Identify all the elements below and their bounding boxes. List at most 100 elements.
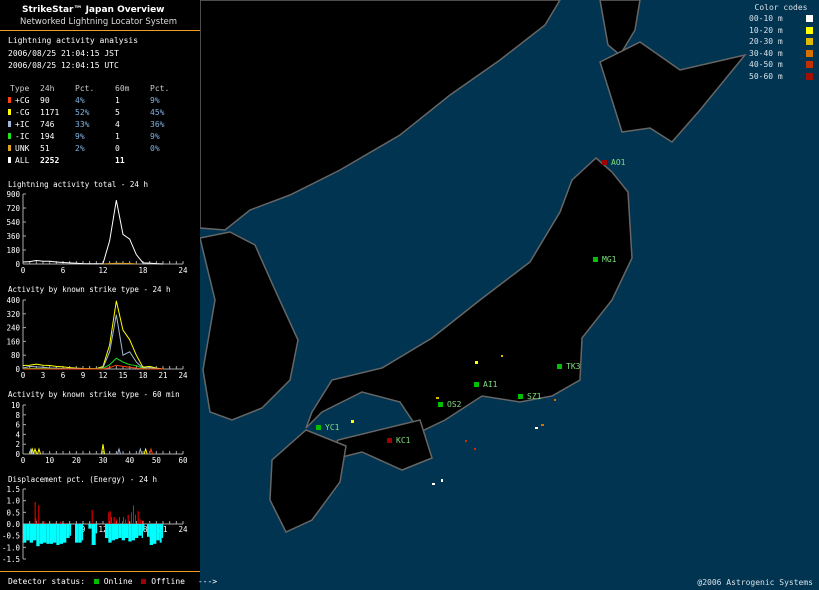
pct-60m: 9% xyxy=(150,132,160,141)
count-24h: 194 xyxy=(40,132,55,141)
y-tick-label: 360 xyxy=(6,232,20,241)
y-tick-label: 540 xyxy=(6,218,20,227)
offline-marker-icon xyxy=(602,160,607,165)
positive-bar xyxy=(64,522,66,524)
pct-60m: 0% xyxy=(150,144,160,153)
x-tick-label: 24 xyxy=(178,371,188,380)
type-color-icon xyxy=(8,121,11,127)
type-cell: -CG xyxy=(15,108,30,117)
negative-bar xyxy=(23,524,27,543)
count-24h: 746 xyxy=(40,120,55,129)
detector-status: Detector status: Online Offline ---> xyxy=(8,577,217,586)
spike-mark xyxy=(143,447,148,455)
legend-label: 10-20 m xyxy=(749,25,783,35)
negative-bar xyxy=(108,524,112,543)
sakhalin xyxy=(599,0,641,57)
side-panel: StrikeStar™ Japan Overview Networked Lig… xyxy=(0,0,217,590)
offline-marker-icon xyxy=(387,438,392,443)
negative-bar xyxy=(56,524,60,545)
color-swatch xyxy=(806,49,813,57)
negative-bar xyxy=(161,524,164,538)
x-tick-label: 3 xyxy=(41,371,46,380)
spike-mark xyxy=(138,447,143,455)
y-tick-label: 180 xyxy=(6,246,20,255)
negative-bar xyxy=(131,524,135,541)
positive-bar xyxy=(149,522,150,524)
strikes xyxy=(351,355,556,485)
negative-bar xyxy=(69,524,72,536)
table-row: ALL xyxy=(8,156,29,165)
station-os2[interactable]: OS2 xyxy=(438,400,461,409)
time-utc: 2006/08/25 12:04:15 UTC xyxy=(8,61,119,70)
type-cell: +CG xyxy=(15,96,30,105)
positive-bar xyxy=(131,512,132,524)
y-tick-label: 0.0 xyxy=(6,520,20,529)
y-tick-label: 1.0 xyxy=(6,497,20,506)
table-header: Pct. xyxy=(150,84,170,93)
station-yc1[interactable]: YC1 xyxy=(316,423,339,432)
count-24h: 2252 xyxy=(40,156,60,165)
color-swatch xyxy=(806,72,813,80)
count-60m: 4 xyxy=(115,120,120,129)
chart-title: Activity by known strike type - 60 min xyxy=(8,390,180,399)
station-tk3[interactable]: TK3 xyxy=(557,362,580,371)
x-tick-label: 18 xyxy=(138,371,148,380)
pct-24h: 4% xyxy=(75,96,85,105)
negative-bar xyxy=(36,524,40,547)
type-color-icon xyxy=(8,109,11,115)
positive-bar xyxy=(34,501,36,524)
negative-bar xyxy=(26,524,30,541)
pct-24h: 33% xyxy=(75,120,90,129)
legend-label: 30-40 m xyxy=(749,48,783,58)
negative-bar xyxy=(88,524,92,529)
positive-bar xyxy=(139,519,141,524)
x-tick-label: 30 xyxy=(98,456,108,465)
station-kc1[interactable]: KC1 xyxy=(387,436,410,445)
positive-bar xyxy=(125,519,126,524)
x-tick-label: 10 xyxy=(45,456,55,465)
negative-bar xyxy=(147,524,150,537)
x-tick-label: 0 xyxy=(21,266,26,275)
type-color-icon xyxy=(8,145,11,151)
y-tick-label: 0 xyxy=(15,450,20,459)
negative-bar xyxy=(75,524,79,543)
negative-bar xyxy=(115,524,119,540)
station-sz1[interactable]: SZ1 xyxy=(518,392,541,401)
positive-bar xyxy=(38,505,40,524)
y-tick-label: 320 xyxy=(6,310,20,319)
x-tick-label: 12 xyxy=(98,371,107,380)
station-mg1[interactable]: MG1 xyxy=(593,255,616,264)
negative-bar xyxy=(125,524,129,538)
pct-60m: 36% xyxy=(150,120,165,129)
positive-bar xyxy=(109,511,111,524)
mainland-asia xyxy=(199,0,561,231)
online-marker-icon xyxy=(557,364,562,369)
series-line xyxy=(23,364,164,370)
analysis-heading: Lightning activity analysis xyxy=(8,36,139,45)
y-tick-label: -1.0 xyxy=(2,543,21,552)
chart-title: Lightning activity total - 24 h xyxy=(8,180,148,189)
y-tick-label: 2 xyxy=(15,440,20,449)
color-swatch xyxy=(806,61,813,68)
x-tick-label: 0 xyxy=(21,371,26,380)
y-tick-label: 400 xyxy=(6,296,20,305)
station-ao1[interactable]: AO1 xyxy=(602,158,625,167)
x-tick-label: 24 xyxy=(178,525,188,534)
type-color-icon xyxy=(8,97,11,103)
count-24h: 1171 xyxy=(40,108,60,117)
pct-24h: 2% xyxy=(75,144,85,153)
y-tick-label: 10 xyxy=(11,401,21,410)
station-ai1[interactable]: AI1 xyxy=(474,380,497,389)
pct-24h: 9% xyxy=(75,132,85,141)
y-tick-label: 240 xyxy=(6,324,20,333)
y-tick-label: 720 xyxy=(6,204,20,213)
negative-bar xyxy=(66,524,70,538)
status-label: Detector status: xyxy=(8,577,86,586)
x-tick-label: 50 xyxy=(152,456,162,465)
y-tick-label: 160 xyxy=(6,337,20,346)
legend-item: 10-20 m xyxy=(749,26,813,38)
x-tick-label: 12 xyxy=(98,525,107,534)
more-arrow[interactable]: ---> xyxy=(197,577,218,586)
kyushu xyxy=(269,429,347,533)
legend-item: 20-30 m xyxy=(749,37,813,49)
